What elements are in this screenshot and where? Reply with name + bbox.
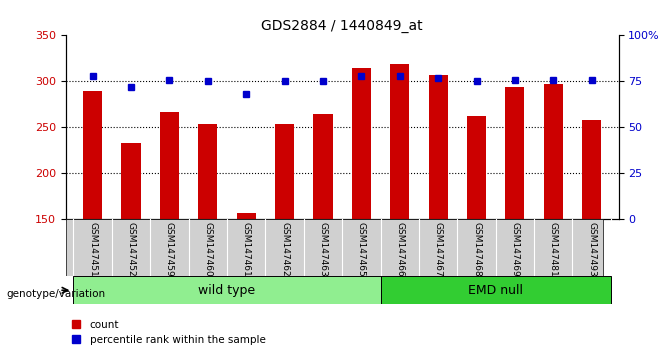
Legend: count, percentile rank within the sample: count, percentile rank within the sample bbox=[71, 320, 266, 345]
Text: GSM147460: GSM147460 bbox=[203, 222, 213, 277]
Bar bbox=[352, 68, 371, 219]
Bar bbox=[428, 75, 447, 219]
Text: GSM147469: GSM147469 bbox=[511, 222, 519, 277]
Bar bbox=[505, 87, 524, 219]
Bar bbox=[544, 84, 563, 219]
Bar bbox=[582, 120, 601, 219]
Text: EMD null: EMD null bbox=[468, 284, 523, 297]
Text: GSM147466: GSM147466 bbox=[395, 222, 404, 277]
Text: GSM147493: GSM147493 bbox=[587, 222, 596, 277]
Bar bbox=[467, 116, 486, 219]
Text: GSM147462: GSM147462 bbox=[280, 222, 289, 277]
Bar bbox=[83, 91, 102, 219]
Text: genotype/variation: genotype/variation bbox=[7, 289, 106, 299]
Bar bbox=[390, 64, 409, 219]
Text: wild type: wild type bbox=[199, 284, 255, 297]
Text: GSM147481: GSM147481 bbox=[549, 222, 558, 277]
Bar bbox=[160, 112, 179, 219]
Bar bbox=[275, 124, 294, 219]
Text: GSM147461: GSM147461 bbox=[241, 222, 251, 277]
Text: GSM147463: GSM147463 bbox=[318, 222, 328, 277]
Text: GSM147468: GSM147468 bbox=[472, 222, 481, 277]
Bar bbox=[237, 213, 256, 219]
Text: GSM147465: GSM147465 bbox=[357, 222, 366, 277]
Text: GSM147459: GSM147459 bbox=[165, 222, 174, 277]
Title: GDS2884 / 1440849_at: GDS2884 / 1440849_at bbox=[261, 19, 423, 33]
Text: GSM147452: GSM147452 bbox=[126, 222, 136, 277]
Bar bbox=[198, 124, 217, 219]
Text: GSM147451: GSM147451 bbox=[88, 222, 97, 277]
Bar bbox=[313, 114, 332, 219]
FancyBboxPatch shape bbox=[380, 276, 611, 304]
Bar bbox=[122, 143, 141, 219]
FancyBboxPatch shape bbox=[66, 219, 603, 276]
FancyBboxPatch shape bbox=[74, 276, 380, 304]
Text: GSM147467: GSM147467 bbox=[434, 222, 443, 277]
